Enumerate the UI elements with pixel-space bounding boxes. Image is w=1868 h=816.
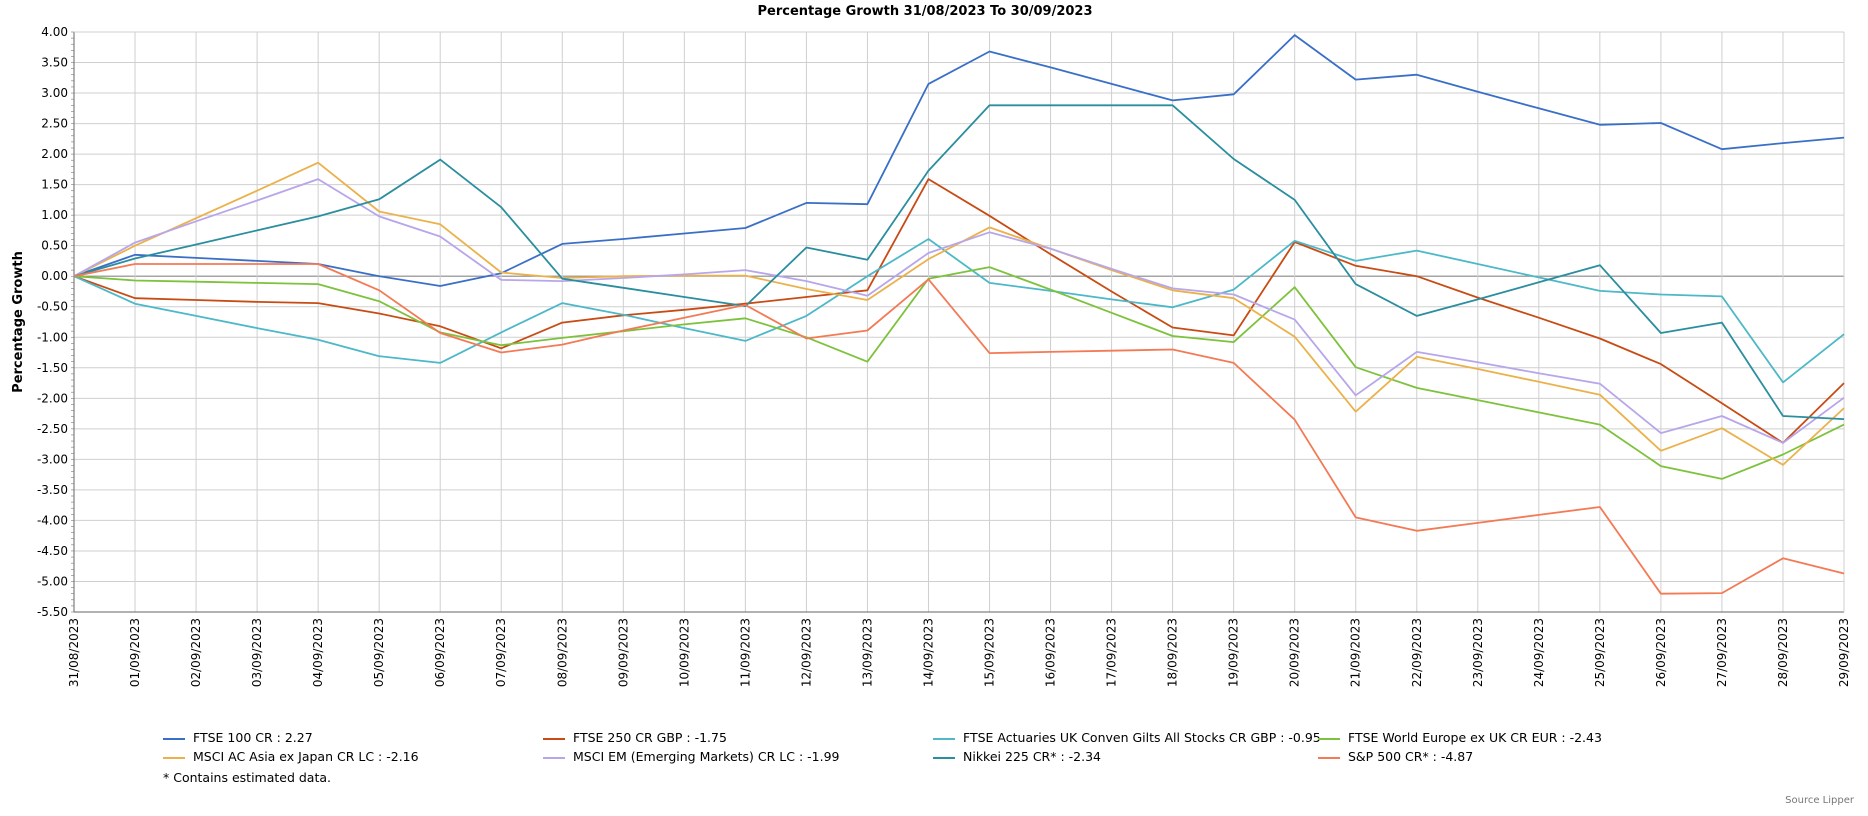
legend-item: MSCI AC Asia ex Japan CR LC : -2.16 xyxy=(163,749,419,764)
y-tick-label: 0.50 xyxy=(41,239,68,253)
x-tick-label: 27/09/2023 xyxy=(1715,618,1729,687)
source-label: Source Lipper xyxy=(1785,795,1854,806)
series-line-s-p-500-cr xyxy=(73,263,1845,595)
x-tick-label: 08/09/2023 xyxy=(555,618,569,687)
legend-label: MSCI AC Asia ex Japan CR LC : -2.16 xyxy=(193,749,419,764)
y-tick-label: 2.50 xyxy=(41,117,68,131)
x-tick-label: 11/09/2023 xyxy=(738,618,752,687)
y-tick-label: 3.50 xyxy=(41,56,68,70)
legend-item: FTSE Actuaries UK Conven Gilts All Stock… xyxy=(933,730,1321,745)
y-tick-label: -4.00 xyxy=(37,513,68,527)
legend-swatch xyxy=(163,737,185,740)
y-tick-label: -1.50 xyxy=(37,361,68,375)
y-tick-label: 4.00 xyxy=(41,25,68,39)
y-tick-label: 2.00 xyxy=(41,147,68,161)
series-line-ftse-100-cr xyxy=(73,34,1845,287)
x-tick-label: 17/09/2023 xyxy=(1105,618,1119,687)
y-tick-label: -4.50 xyxy=(37,544,68,558)
x-tick-label: 05/09/2023 xyxy=(372,618,386,687)
series-line-nikkei-225-cr xyxy=(73,104,1845,420)
x-tick-label: 26/09/2023 xyxy=(1654,618,1668,687)
y-tick-label: -1.00 xyxy=(37,330,68,344)
legend-item: S&P 500 CR* : -4.87 xyxy=(1318,749,1473,764)
x-tick-label: 19/09/2023 xyxy=(1227,618,1241,687)
x-tick-label: 15/09/2023 xyxy=(983,618,997,687)
x-tick-label: 12/09/2023 xyxy=(799,618,813,687)
y-tick-label: -2.50 xyxy=(37,422,68,436)
x-tick-label: 10/09/2023 xyxy=(677,618,691,687)
x-tick-label: 25/09/2023 xyxy=(1593,618,1607,687)
y-tick-label: -5.50 xyxy=(37,605,68,619)
x-tick-label: 02/09/2023 xyxy=(189,618,203,687)
y-tick-label: 0.00 xyxy=(41,269,68,283)
series-line-msci-em-emerging-markets-cr-lc xyxy=(73,178,1845,444)
legend-item: FTSE World Europe ex UK CR EUR : -2.43 xyxy=(1318,730,1602,745)
x-tick-label: 01/09/2023 xyxy=(128,618,142,687)
legend-item: FTSE 100 CR : 2.27 xyxy=(163,730,313,745)
x-tick-label: 14/09/2023 xyxy=(921,618,935,687)
legend-item: Nikkei 225 CR* : -2.34 xyxy=(933,749,1101,764)
x-tick-label: 23/09/2023 xyxy=(1471,618,1485,687)
y-tick-label: 1.50 xyxy=(41,178,68,192)
series-line-ftse-250-cr-gbp xyxy=(73,178,1845,444)
estimated-data-note: * Contains estimated data. xyxy=(163,770,332,785)
legend-label: FTSE Actuaries UK Conven Gilts All Stock… xyxy=(963,730,1321,745)
x-tick-label: 31/08/2023 xyxy=(67,618,81,687)
chart-title: Percentage Growth 31/08/2023 To 30/09/20… xyxy=(757,4,1092,19)
x-tick-label: 22/09/2023 xyxy=(1410,618,1424,687)
legend-swatch xyxy=(933,756,955,759)
x-tick-label: 29/09/2023 xyxy=(1837,618,1851,687)
series-line-ftse-world-europe-ex-uk-cr-eur xyxy=(73,266,1845,480)
x-tick-label: 18/09/2023 xyxy=(1166,618,1180,687)
x-tick-label: 28/09/2023 xyxy=(1776,618,1790,687)
x-tick-label: 20/09/2023 xyxy=(1288,618,1302,687)
legend-item: FTSE 250 CR GBP : -1.75 xyxy=(543,730,727,745)
legend-swatch xyxy=(543,756,565,759)
grid xyxy=(73,31,1845,613)
legend-swatch xyxy=(1318,756,1340,759)
x-tick-label: 24/09/2023 xyxy=(1532,618,1546,687)
x-axis: 31/08/2023 01/09/2023 02/09/2023 03/09/2023… xyxy=(67,618,1851,687)
legend-label: FTSE 100 CR : 2.27 xyxy=(193,730,313,745)
y-tick-label: 3.00 xyxy=(41,86,68,100)
y-tick-label: -2.00 xyxy=(37,391,68,405)
series-lines xyxy=(73,34,1845,595)
x-tick-label: 09/09/2023 xyxy=(616,618,630,687)
legend-swatch xyxy=(543,737,565,740)
legend: FTSE 100 CR : 2.27 FTSE 250 CR GBP : -1.7… xyxy=(0,728,1868,788)
x-tick-label: 04/09/2023 xyxy=(311,618,325,687)
y-tick-label: -3.50 xyxy=(37,483,68,497)
legend-label: FTSE 250 CR GBP : -1.75 xyxy=(573,730,727,745)
x-tick-label: 03/09/2023 xyxy=(250,618,264,687)
x-tick-label: 13/09/2023 xyxy=(860,618,874,687)
legend-item: MSCI EM (Emerging Markets) CR LC : -1.99 xyxy=(543,749,839,764)
y-axis-label: Percentage Growth xyxy=(11,251,26,393)
legend-label: Nikkei 225 CR* : -2.34 xyxy=(963,749,1101,764)
legend-label: FTSE World Europe ex UK CR EUR : -2.43 xyxy=(1348,730,1602,745)
y-axis: 4.00 3.50 3.00 2.50 2.00 1.50 1.00 0.50 0.00 -0.5… xyxy=(37,25,74,619)
legend-swatch xyxy=(1318,737,1340,740)
x-tick-label: 06/09/2023 xyxy=(433,618,447,687)
x-tick-label: 07/09/2023 xyxy=(494,618,508,687)
x-tick-label: 21/09/2023 xyxy=(1349,618,1363,687)
y-tick-label: -5.00 xyxy=(37,574,68,588)
legend-swatch xyxy=(163,756,185,759)
legend-swatch xyxy=(933,737,955,740)
y-tick-label: 1.00 xyxy=(41,208,68,222)
y-tick-label: -3.00 xyxy=(37,452,68,466)
legend-label: S&P 500 CR* : -4.87 xyxy=(1348,749,1474,764)
series-line-ftse-actuaries-uk-conven-gilts-all-stocks-cr-gbp xyxy=(73,238,1845,384)
y-tick-label: -0.50 xyxy=(37,300,68,314)
x-tick-label: 16/09/2023 xyxy=(1044,618,1058,687)
legend-label: MSCI EM (Emerging Markets) CR LC : -1.99 xyxy=(573,749,840,764)
